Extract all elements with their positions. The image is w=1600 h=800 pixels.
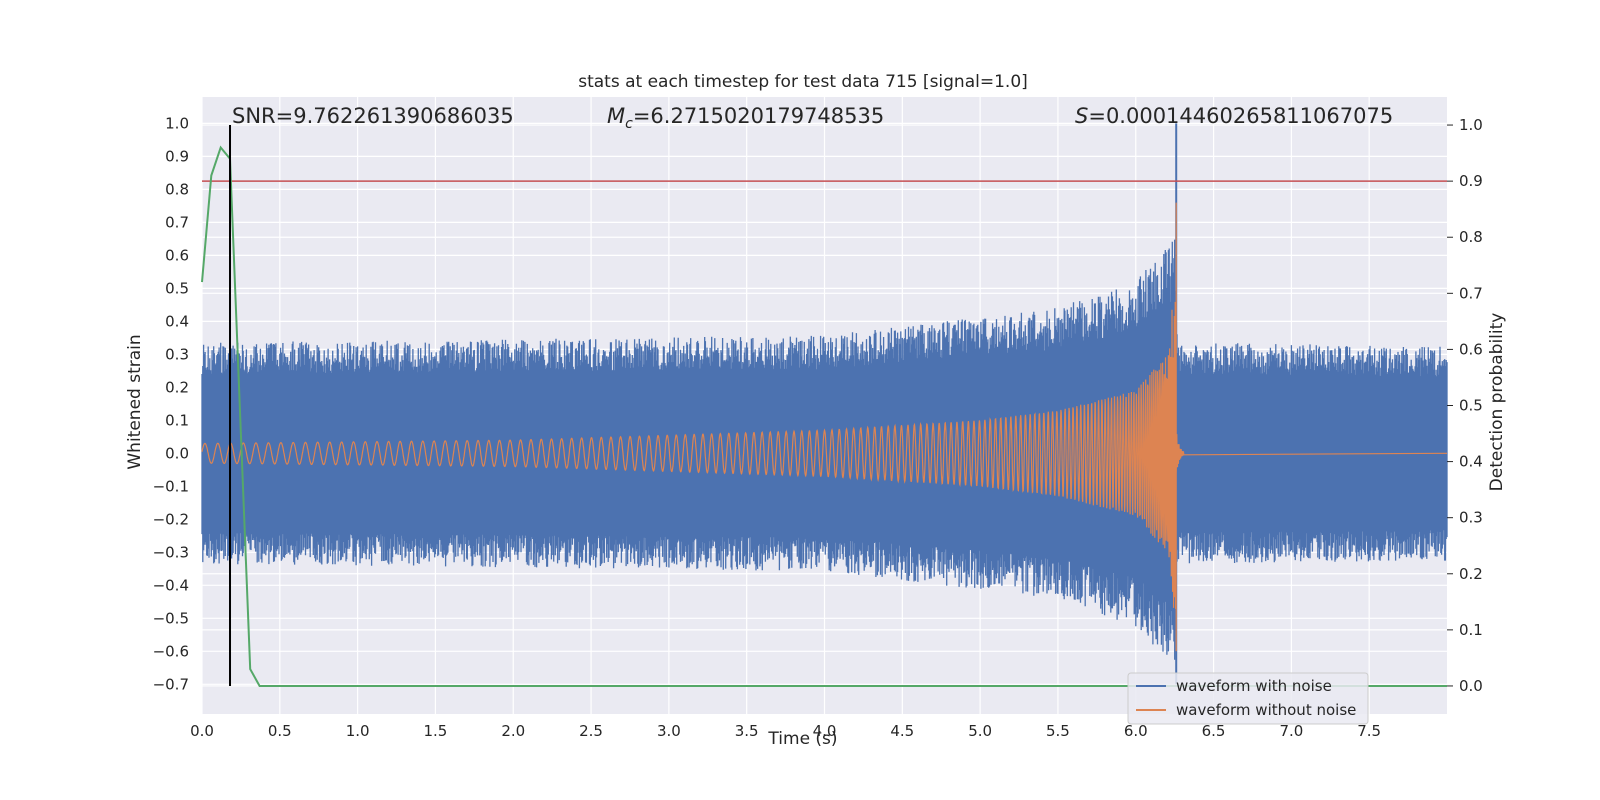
series-waveform-with-noise (201, 239, 1448, 660)
y2-tick-label: 0.4 (1459, 453, 1483, 471)
s-value: =0.00014460265811067075 (1088, 104, 1393, 128)
legend-frame (1127, 672, 1369, 725)
legend: waveform with noise waveform without noi… (1127, 672, 1369, 725)
y-axis-label: Whitened strain (125, 334, 145, 469)
y-tick-label: 0.6 (165, 246, 189, 264)
x-tick-label: 3.5 (735, 722, 759, 740)
x-tick-label: 1.0 (346, 722, 370, 740)
y2-tick-label: 0.3 (1459, 509, 1483, 527)
legend-label-clean: waveform without noise (1176, 701, 1356, 719)
x-tick-label: 4.0 (813, 722, 837, 740)
y-tick-label: 0.2 (165, 378, 189, 396)
ticks: 0.0 0.5 1.0 1.5 2.0 2.5 3.0 3.5 4.0 4.5 5.0 5.5 6.0 6… (153, 114, 1483, 740)
y-tick-label: 0.1 (165, 411, 189, 429)
y-tick-label: −0.3 (153, 543, 189, 561)
s-annotation: S=0.00014460265811067075 (1075, 104, 1393, 128)
y-tick-label: 0.4 (165, 312, 189, 330)
y-tick-label: 1.0 (165, 114, 189, 132)
y-tick-label: −0.2 (153, 510, 189, 528)
y-tick-label: 0.9 (165, 147, 189, 165)
y-tick-label: −0.6 (153, 642, 189, 660)
x-tick-label: 3.0 (657, 722, 681, 740)
y-tick-label: −0.4 (153, 576, 189, 594)
y2-tick-label: 0.1 (1459, 621, 1483, 639)
y2-tick-label: 0.7 (1459, 284, 1483, 302)
x-tick-label: 0.0 (190, 722, 214, 740)
y-tick-label: −0.7 (153, 675, 189, 693)
y2-tick-label: 0.9 (1459, 172, 1483, 190)
y2-tick-label: 0.2 (1459, 565, 1483, 583)
chirp-mass-value: =6.2715020179748535 (633, 104, 884, 128)
y2-tick-label: 0.8 (1459, 228, 1483, 246)
y-tick-label: −0.5 (153, 609, 189, 627)
snr-annotation: SNR=9.762261390686035 (232, 104, 514, 128)
legend-label-noise: waveform with noise (1176, 677, 1332, 695)
x-tick-label: 6.0 (1124, 722, 1148, 740)
x-tick-label: 2.0 (501, 722, 525, 740)
x-tick-label: 7.0 (1279, 722, 1303, 740)
y2-tick-label: 1.0 (1459, 116, 1483, 134)
chart-title: stats at each timestep for test data 715… (578, 72, 1028, 92)
x-tick-label: 5.5 (1046, 722, 1070, 740)
y-tick-label: 0.5 (165, 279, 189, 297)
series-waveform-without-noise (201, 202, 1448, 652)
y-tick-label: 0.3 (165, 345, 189, 363)
x-tick-label: 6.5 (1202, 722, 1226, 740)
y2-axis-label: Detection probability (1487, 313, 1507, 492)
y-tick-label: −0.1 (153, 477, 189, 495)
y-tick-label: 0.7 (165, 213, 189, 231)
x-tick-label: 5.0 (968, 722, 992, 740)
x-tick-label: 1.5 (424, 722, 448, 740)
y2-tick-label: 0.0 (1459, 677, 1483, 695)
y-tick-label: 0.0 (165, 444, 189, 462)
y2-tick-label: 0.6 (1459, 340, 1483, 358)
y2-tick-label: 0.5 (1459, 397, 1483, 415)
x-tick-label: 4.5 (890, 722, 914, 740)
x-tick-label: 0.5 (268, 722, 292, 740)
chirp-mass-annotation: Mc=6.2715020179748535 (607, 104, 884, 132)
y-tick-label: 0.8 (165, 180, 189, 198)
x-tick-label: 7.5 (1357, 722, 1381, 740)
x-tick-label: 2.5 (579, 722, 603, 740)
x-axis-label: Time (s) (767, 729, 837, 749)
series-layer (201, 123, 1448, 687)
